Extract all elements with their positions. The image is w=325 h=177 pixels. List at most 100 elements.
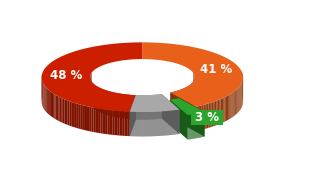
Polygon shape bbox=[155, 112, 156, 136]
Polygon shape bbox=[125, 112, 127, 136]
Polygon shape bbox=[105, 90, 106, 115]
Polygon shape bbox=[43, 83, 44, 109]
Polygon shape bbox=[130, 112, 131, 136]
Polygon shape bbox=[169, 111, 170, 135]
Polygon shape bbox=[157, 112, 158, 136]
Polygon shape bbox=[68, 101, 70, 126]
Polygon shape bbox=[115, 111, 117, 135]
Polygon shape bbox=[57, 96, 58, 121]
Polygon shape bbox=[170, 92, 196, 131]
Polygon shape bbox=[95, 85, 96, 110]
Polygon shape bbox=[137, 112, 138, 136]
Polygon shape bbox=[49, 90, 50, 115]
Polygon shape bbox=[152, 112, 153, 136]
Polygon shape bbox=[117, 111, 120, 136]
Polygon shape bbox=[110, 110, 112, 135]
Polygon shape bbox=[190, 84, 191, 109]
Polygon shape bbox=[129, 95, 131, 119]
Polygon shape bbox=[138, 112, 139, 136]
Polygon shape bbox=[134, 112, 135, 136]
Polygon shape bbox=[202, 105, 203, 130]
Polygon shape bbox=[174, 91, 175, 116]
Polygon shape bbox=[145, 112, 146, 136]
Polygon shape bbox=[160, 112, 161, 136]
Polygon shape bbox=[50, 91, 51, 116]
Polygon shape bbox=[54, 94, 56, 119]
Polygon shape bbox=[89, 107, 91, 132]
Polygon shape bbox=[81, 105, 83, 130]
Polygon shape bbox=[177, 110, 178, 134]
Polygon shape bbox=[175, 91, 176, 116]
Polygon shape bbox=[207, 103, 209, 128]
Polygon shape bbox=[70, 101, 71, 126]
Polygon shape bbox=[223, 97, 225, 122]
Polygon shape bbox=[92, 83, 93, 107]
Polygon shape bbox=[167, 111, 168, 135]
Polygon shape bbox=[63, 99, 64, 124]
Polygon shape bbox=[87, 106, 89, 131]
Polygon shape bbox=[177, 91, 178, 115]
Polygon shape bbox=[232, 92, 233, 117]
Polygon shape bbox=[56, 95, 57, 120]
Polygon shape bbox=[170, 92, 171, 117]
Polygon shape bbox=[91, 107, 94, 132]
Polygon shape bbox=[205, 104, 207, 129]
Polygon shape bbox=[166, 111, 167, 135]
Polygon shape bbox=[228, 95, 229, 120]
Polygon shape bbox=[123, 94, 124, 119]
Polygon shape bbox=[133, 95, 135, 119]
Polygon shape bbox=[180, 89, 181, 114]
Polygon shape bbox=[240, 84, 241, 109]
Polygon shape bbox=[144, 112, 145, 136]
Polygon shape bbox=[173, 110, 174, 135]
Polygon shape bbox=[216, 100, 218, 125]
Polygon shape bbox=[44, 85, 45, 110]
Polygon shape bbox=[165, 111, 166, 136]
Polygon shape bbox=[171, 92, 172, 117]
Polygon shape bbox=[98, 87, 99, 112]
Polygon shape bbox=[122, 111, 125, 136]
Polygon shape bbox=[120, 111, 122, 136]
Polygon shape bbox=[107, 91, 108, 115]
Polygon shape bbox=[96, 85, 97, 110]
Polygon shape bbox=[210, 102, 212, 127]
Polygon shape bbox=[119, 93, 121, 118]
Polygon shape bbox=[233, 91, 234, 116]
Polygon shape bbox=[127, 95, 128, 119]
Polygon shape bbox=[102, 89, 103, 113]
Polygon shape bbox=[121, 94, 122, 118]
Polygon shape bbox=[130, 94, 179, 112]
Polygon shape bbox=[218, 100, 219, 125]
Polygon shape bbox=[173, 92, 174, 116]
Polygon shape bbox=[162, 111, 163, 136]
Polygon shape bbox=[200, 105, 202, 130]
Polygon shape bbox=[182, 88, 183, 113]
Polygon shape bbox=[136, 112, 137, 136]
Polygon shape bbox=[132, 95, 133, 119]
Polygon shape bbox=[219, 99, 221, 124]
Polygon shape bbox=[112, 110, 115, 135]
Polygon shape bbox=[229, 94, 230, 119]
Polygon shape bbox=[117, 93, 118, 118]
Polygon shape bbox=[47, 88, 48, 114]
Polygon shape bbox=[135, 95, 136, 119]
Polygon shape bbox=[171, 110, 172, 135]
Polygon shape bbox=[106, 90, 107, 115]
Polygon shape bbox=[135, 112, 136, 136]
Polygon shape bbox=[103, 109, 105, 134]
Polygon shape bbox=[46, 88, 47, 113]
Polygon shape bbox=[163, 111, 164, 136]
Polygon shape bbox=[225, 97, 226, 122]
Polygon shape bbox=[187, 86, 188, 111]
Polygon shape bbox=[112, 92, 113, 117]
Polygon shape bbox=[127, 112, 130, 136]
Polygon shape bbox=[101, 88, 102, 113]
Polygon shape bbox=[45, 86, 46, 111]
Polygon shape bbox=[183, 88, 184, 113]
Polygon shape bbox=[58, 96, 60, 121]
Polygon shape bbox=[181, 89, 182, 114]
Polygon shape bbox=[236, 89, 237, 114]
Polygon shape bbox=[42, 42, 142, 112]
Polygon shape bbox=[234, 91, 235, 116]
Polygon shape bbox=[170, 98, 204, 115]
